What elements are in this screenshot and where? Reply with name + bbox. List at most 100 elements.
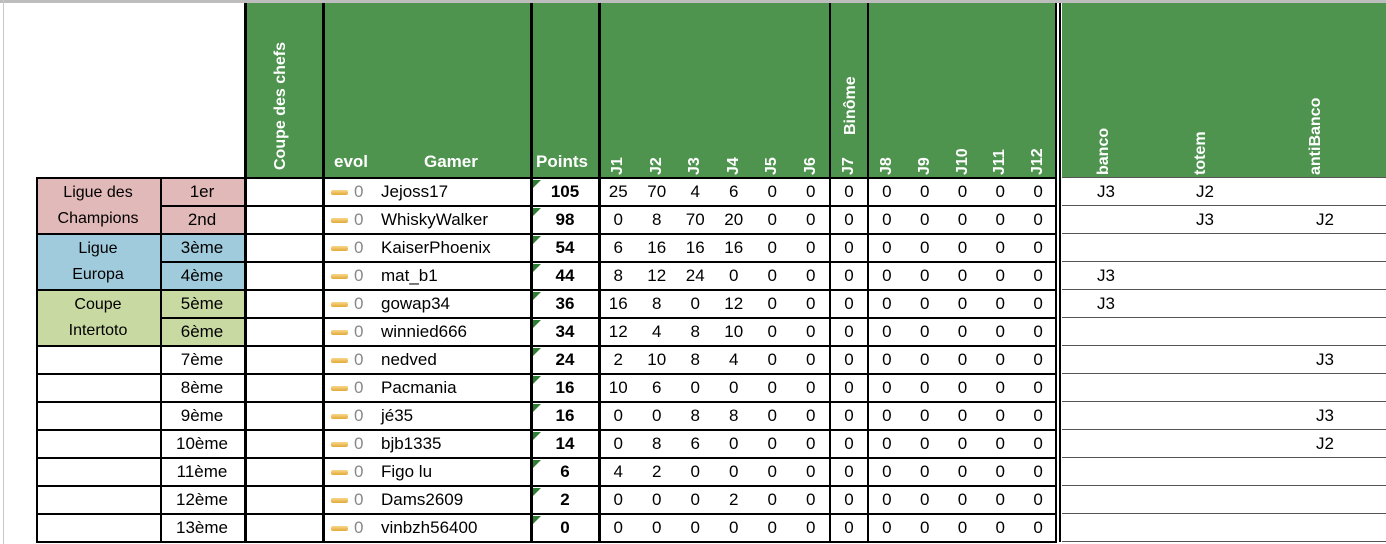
j10-cell[interactable]: 0 [957,434,968,453]
j3-cell[interactable]: 0 [690,462,700,481]
j9-cell[interactable]: 0 [919,490,930,509]
banco-cell[interactable] [1062,234,1150,262]
gamer-cell[interactable]: mat_b1 [381,266,438,285]
j2-cell[interactable]: 4 [652,322,662,341]
j5-cell[interactable]: 0 [767,462,777,481]
j10-cell[interactable]: 0 [957,350,968,369]
banco-cell[interactable] [1062,402,1150,430]
j11-cell[interactable]: 0 [995,518,1006,537]
j8-cell[interactable]: 0 [882,210,892,229]
j7-cell[interactable]: 0 [844,266,854,285]
j5-cell[interactable]: 0 [767,322,777,341]
j10-cell[interactable]: 0 [957,266,968,285]
j11-cell[interactable]: 0 [995,210,1006,229]
j5-cell[interactable]: 0 [767,350,777,369]
j4-cell[interactable]: 0 [729,518,739,537]
j1-cell[interactable]: 10 [608,378,628,397]
j2-cell[interactable]: 0 [652,406,662,425]
points-cell[interactable]: 34 [555,322,575,341]
j10-cell[interactable]: 0 [957,210,968,229]
j7-cell[interactable]: 0 [844,462,854,481]
points-cell[interactable]: 105 [550,182,580,201]
j6-cell[interactable]: 0 [806,210,816,229]
antibanco-cell[interactable]: J3 [1316,406,1334,425]
coupe-cell[interactable] [244,374,324,402]
gamer-cell[interactable]: nedved [381,350,437,369]
j4-cell[interactable]: 16 [724,238,744,257]
banco-cell[interactable] [1062,514,1150,542]
points-cell[interactable]: 98 [555,210,575,229]
coupe-cell[interactable] [244,206,324,234]
j6-cell[interactable]: 0 [806,378,816,397]
j10-cell[interactable]: 0 [957,462,968,481]
j12-cell[interactable]: 0 [1033,462,1043,481]
coupe-cell[interactable] [244,318,324,346]
points-cell[interactable]: 54 [555,238,575,257]
j11-cell[interactable]: 0 [995,378,1006,397]
gamer-cell[interactable]: vinbzh56400 [381,518,478,537]
j6-cell[interactable]: 0 [806,182,816,201]
j8-cell[interactable]: 0 [882,518,892,537]
j8-cell[interactable]: 0 [882,322,892,341]
j8-cell[interactable]: 0 [882,266,892,285]
j10-cell[interactable]: 0 [957,490,968,509]
j3-cell[interactable]: 8 [690,322,700,341]
coupe-cell[interactable] [244,514,324,542]
j3-cell[interactable]: 4 [690,182,700,201]
j3-cell[interactable]: 24 [685,266,705,285]
j12-cell[interactable]: 0 [1033,182,1043,201]
totem-cell[interactable] [1160,318,1250,346]
j6-cell[interactable]: 0 [806,462,816,481]
gamer-cell[interactable]: Figo lu [381,462,433,481]
gamer-cell[interactable]: Pacmania [381,378,457,397]
j1-cell[interactable]: 0 [613,210,623,229]
j2-cell[interactable]: 6 [652,378,662,397]
totem-cell[interactable] [1160,346,1250,374]
j4-cell[interactable]: 0 [729,462,739,481]
antibanco-cell[interactable] [1270,486,1380,514]
j11-cell[interactable]: 0 [995,406,1006,425]
j9-cell[interactable]: 0 [919,350,930,369]
j9-cell[interactable]: 0 [919,210,930,229]
coupe-cell[interactable] [244,486,324,514]
coupe-cell[interactable] [244,234,324,262]
totem-cell[interactable] [1160,486,1250,514]
j6-cell[interactable]: 0 [806,406,816,425]
j3-cell[interactable]: 70 [685,210,705,229]
j3-cell[interactable]: 0 [690,490,700,509]
j4-cell[interactable]: 0 [729,434,739,453]
j9-cell[interactable]: 0 [919,406,930,425]
antibanco-cell[interactable]: J2 [1316,434,1334,453]
j2-cell[interactable]: 16 [647,238,667,257]
j1-cell[interactable]: 0 [613,406,623,425]
j1-cell[interactable]: 0 [613,434,623,453]
antibanco-cell[interactable] [1270,262,1380,290]
j4-cell[interactable]: 4 [729,350,739,369]
coupe-cell[interactable] [244,346,324,374]
gamer-cell[interactable]: Dams2609 [381,490,464,509]
antibanco-cell[interactable]: J2 [1316,210,1334,229]
totem-cell[interactable] [1160,290,1250,318]
j3-cell[interactable]: 0 [690,518,700,537]
j9-cell[interactable]: 0 [919,182,930,201]
j3-cell[interactable]: 16 [685,238,705,257]
j7-cell[interactable]: 0 [844,238,854,257]
j10-cell[interactable]: 0 [957,294,968,313]
points-cell[interactable]: 16 [555,378,575,397]
gamer-cell[interactable]: Jejoss17 [381,182,449,201]
j1-cell[interactable]: 16 [608,294,628,313]
points-cell[interactable]: 14 [555,434,575,453]
j8-cell[interactable]: 0 [882,406,892,425]
j2-cell[interactable]: 70 [647,182,667,201]
j5-cell[interactable]: 0 [767,210,777,229]
j12-cell[interactable]: 0 [1033,350,1043,369]
j4-cell[interactable]: 0 [729,266,739,285]
coupe-cell[interactable] [244,178,324,206]
j11-cell[interactable]: 0 [995,182,1006,201]
gamer-cell[interactable]: bjb1335 [381,434,442,453]
j9-cell[interactable]: 0 [919,238,930,257]
points-cell[interactable]: 6 [560,462,570,481]
j1-cell[interactable]: 6 [613,238,623,257]
j7-cell[interactable]: 0 [844,434,854,453]
gamer-cell[interactable]: WhiskyWalker [381,210,489,229]
